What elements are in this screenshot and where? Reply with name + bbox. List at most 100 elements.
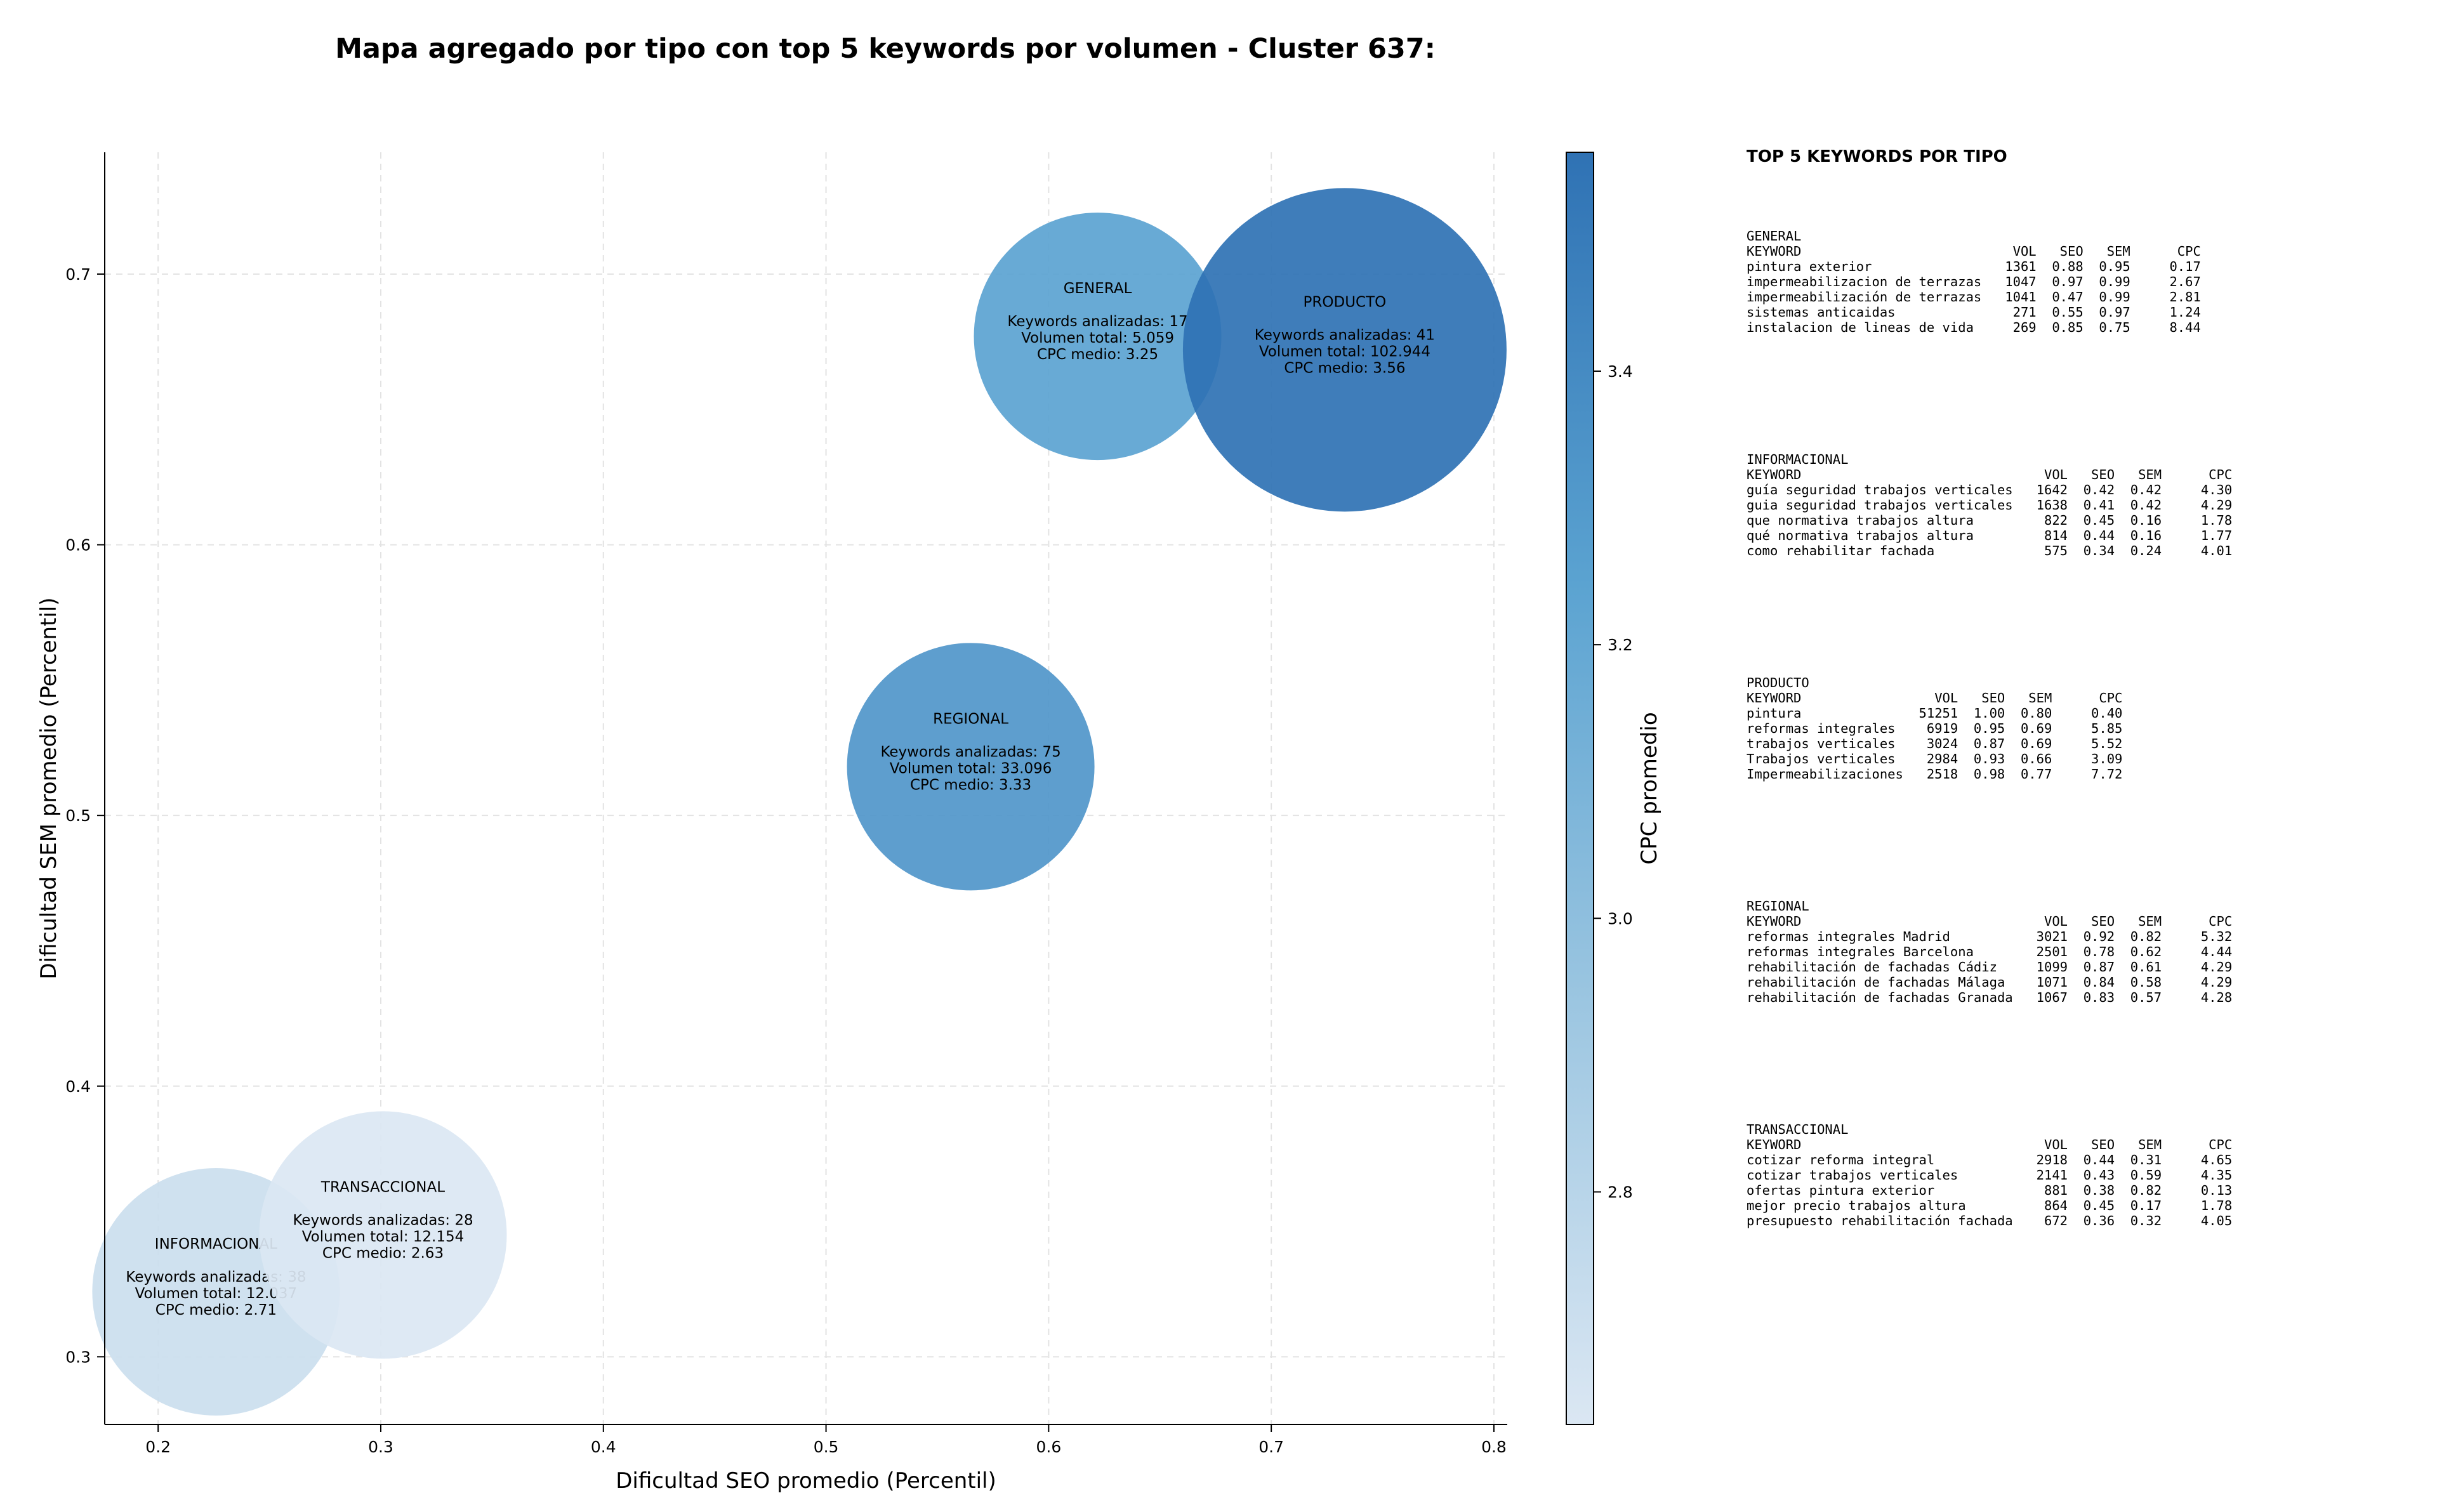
keyword-row: ofertas pintura exterior 881 0.38 0.82 0.13 bbox=[1747, 1183, 2419, 1198]
x-tick-label: 0.8 bbox=[1481, 1438, 1507, 1456]
keyword-row: instalacion de lineas de vida 269 0.85 0.75… bbox=[1747, 320, 2419, 335]
keyword-table-header: KEYWORD VOL SEO SEM CPC bbox=[1747, 467, 2419, 482]
value-cell: 0.16 bbox=[2130, 513, 2162, 528]
keyword-group-name: REGIONAL bbox=[1747, 898, 1809, 914]
bubble-info: Keywords analizadas: 75 bbox=[880, 744, 1060, 760]
value-cell: 4.35 bbox=[2200, 1167, 2233, 1183]
x-tick-label: 0.4 bbox=[591, 1438, 616, 1456]
keyword-cell: impermeabilización de terrazas bbox=[1747, 289, 1982, 305]
value-cell: 0.93 bbox=[1973, 751, 2005, 766]
keyword-row: mejor precio trabajos altura 864 0.45 0.17 1… bbox=[1747, 1198, 2419, 1213]
value-cell: 0.77 bbox=[2020, 766, 2052, 782]
value-cell: 0.36 bbox=[2083, 1213, 2115, 1228]
keyword-cell: guia seguridad trabajos verticales bbox=[1747, 497, 2013, 513]
value-cell: 0.40 bbox=[2091, 706, 2123, 721]
keyword-row: guía seguridad trabajos verticales 1642 0.… bbox=[1747, 482, 2419, 497]
value-cell: 5.32 bbox=[2200, 929, 2233, 944]
value-cell: 0.38 bbox=[2083, 1183, 2115, 1198]
colorbar-gradient bbox=[1566, 152, 1594, 1425]
keyword-row: cotizar reforma integral 2918 0.44 0.31 4.65 bbox=[1747, 1152, 2419, 1167]
keyword-cell: rehabilitación de fachadas Cádiz bbox=[1747, 959, 1997, 975]
value-cell: 0.87 bbox=[1973, 736, 2005, 751]
keyword-row: rehabilitación de fachadas Granada 1067 0.… bbox=[1747, 990, 2419, 1005]
value-cell: 1071 bbox=[2036, 975, 2068, 990]
x-axis-label: Dificultad SEO promedio (Percentil) bbox=[616, 1468, 996, 1494]
value-cell: 0.24 bbox=[2130, 543, 2162, 558]
bubble-info: Keywords analizadas: 41 bbox=[1255, 327, 1435, 343]
value-cell: 2918 bbox=[2036, 1152, 2068, 1167]
value-cell: SEO bbox=[2059, 244, 2084, 259]
y-tick-label: 0.5 bbox=[65, 806, 91, 825]
keyword-table-header: KEYWORD VOL SEO SEM CPC bbox=[1747, 1137, 2419, 1152]
grid bbox=[105, 152, 1507, 1424]
keyword-row: impermeabilización de terrazas 1041 0.47 0.… bbox=[1747, 289, 2419, 305]
bubble-regional bbox=[847, 643, 1095, 891]
value-cell: 2518 bbox=[1926, 766, 1958, 782]
keyword-row: rehabilitación de fachadas Málaga 1071 0.8… bbox=[1747, 975, 2419, 990]
keyword-cell: como rehabilitar fachada bbox=[1747, 543, 1935, 558]
value-cell: SEO bbox=[2091, 467, 2115, 482]
colorbar: 2.8 3.0 3.2 3.4 CPC promedio bbox=[1566, 152, 1662, 1425]
x-tick-label: 0.5 bbox=[814, 1438, 839, 1456]
value-cell: 0.41 bbox=[2083, 497, 2115, 513]
value-cell: 0.92 bbox=[2083, 929, 2115, 944]
keyword-cell: cotizar reforma integral bbox=[1747, 1152, 1935, 1167]
value-cell: 0.62 bbox=[2130, 944, 2162, 959]
value-cell: CPC bbox=[2209, 1137, 2233, 1152]
keyword-cell: Trabajos verticales bbox=[1747, 751, 1896, 766]
bubble-general bbox=[974, 213, 1222, 461]
value-cell: 0.98 bbox=[1973, 766, 2005, 782]
value-cell: CPC bbox=[2209, 914, 2233, 929]
axes: 0.2 0.3 0.4 0.5 0.6 0.7 0.8 0.3 0.4 0.5 0.6 0.7 Difi… bbox=[36, 152, 1507, 1494]
value-cell: 4.05 bbox=[2200, 1213, 2233, 1228]
value-cell: 2501 bbox=[2036, 944, 2068, 959]
keyword-row: pintura exterior 1361 0.88 0.95 0.17 bbox=[1747, 259, 2419, 274]
value-cell: 0.17 bbox=[2130, 1198, 2162, 1213]
keyword-cell: reformas integrales Madrid bbox=[1747, 929, 1950, 944]
value-cell: 0.13 bbox=[2200, 1183, 2233, 1198]
keyword-cell: KEYWORD bbox=[1747, 914, 1802, 929]
keyword-cell: que normativa trabajos altura bbox=[1747, 513, 1974, 528]
chart-title: Mapa agregado por tipo con top 5 keyword… bbox=[335, 33, 1436, 65]
keyword-group-name: PRODUCTO bbox=[1747, 675, 1809, 690]
value-cell: 0.80 bbox=[2020, 706, 2052, 721]
bubble-producto bbox=[1182, 188, 1507, 512]
value-cell: SEO bbox=[2091, 1137, 2115, 1152]
keyword-table-header: KEYWORD VOL SEO SEM CPC bbox=[1747, 690, 2419, 706]
bubble-label: INFORMACIONAL bbox=[155, 1236, 277, 1252]
value-cell: SEM bbox=[2138, 1137, 2162, 1152]
value-cell: 0.32 bbox=[2130, 1213, 2162, 1228]
value-cell: 0.95 bbox=[1973, 721, 2005, 736]
value-cell: 0.44 bbox=[2083, 528, 2115, 543]
value-cell: 1.24 bbox=[2169, 305, 2201, 320]
colorbar-label: CPC promedio bbox=[1637, 712, 1662, 864]
value-cell: 1642 bbox=[2036, 482, 2068, 497]
value-cell: 0.95 bbox=[2099, 259, 2130, 274]
keyword-row: reformas integrales Madrid 3021 0.92 0.82 5.… bbox=[1747, 929, 2419, 944]
keyword-cell: cotizar trabajos verticales bbox=[1747, 1167, 1958, 1183]
value-cell: 4.01 bbox=[2200, 543, 2233, 558]
bubble-label: REGIONAL bbox=[933, 711, 1008, 727]
value-cell: 864 bbox=[2044, 1198, 2068, 1213]
bubble-info: Volumen total: 102.944 bbox=[1259, 343, 1430, 360]
value-cell: 0.69 bbox=[2020, 721, 2052, 736]
keyword-cell: ofertas pintura exterior bbox=[1747, 1183, 1935, 1198]
value-cell: SEO bbox=[1981, 690, 2005, 706]
keyword-group-informacional: INFORMACIONAL KEYWORD VOL SEO SEM CPC guía seg… bbox=[1747, 452, 2419, 675]
value-cell: 7.72 bbox=[2091, 766, 2123, 782]
value-cell: 0.42 bbox=[2083, 482, 2115, 497]
keyword-cell: instalacion de lineas de vida bbox=[1747, 320, 1974, 335]
value-cell: 4.29 bbox=[2200, 959, 2233, 975]
value-cell: SEM bbox=[2138, 467, 2162, 482]
keyword-row: rehabilitación de fachadas Cádiz 1099 0.87… bbox=[1747, 959, 2419, 975]
keyword-row: trabajos verticales 3024 0.87 0.69 5.52 bbox=[1747, 736, 2419, 751]
keyword-cell: trabajos verticales bbox=[1747, 736, 1896, 751]
value-cell: 1.77 bbox=[2200, 528, 2233, 543]
keyword-cell: pintura exterior bbox=[1747, 259, 1872, 274]
keyword-row: reformas integrales Barcelona 2501 0.78 0.6… bbox=[1747, 944, 2419, 959]
bubble-info: Volumen total: 12.037 bbox=[135, 1285, 298, 1302]
keyword-row: que normativa trabajos altura 822 0.45 0.16… bbox=[1747, 513, 2419, 528]
value-cell: 0.58 bbox=[2130, 975, 2162, 990]
value-cell: 1047 bbox=[2005, 274, 2037, 289]
